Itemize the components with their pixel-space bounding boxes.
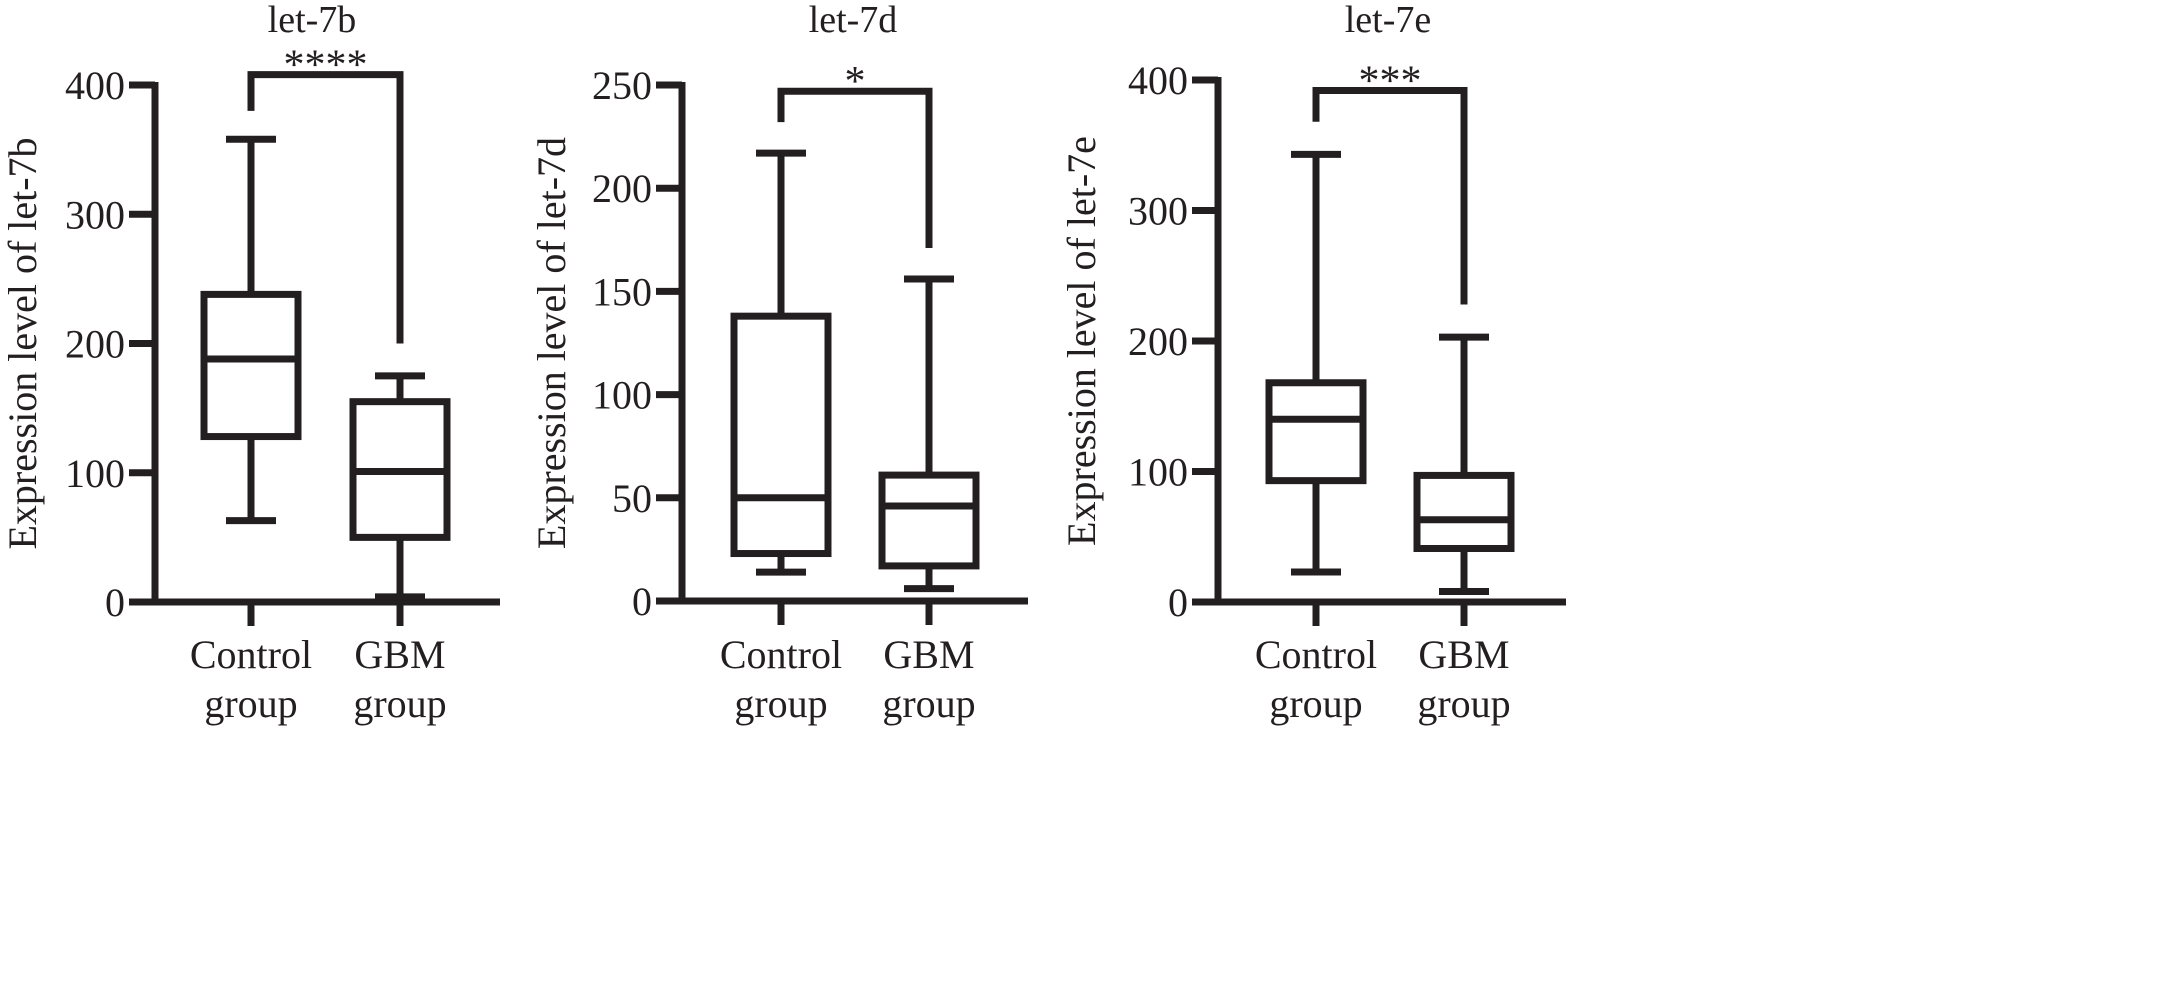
- x-tick-label: group: [734, 681, 827, 726]
- chart-title: let-7b: [268, 0, 357, 41]
- iqr-box: [1413, 471, 1515, 552]
- y-tick-label: 250: [592, 63, 652, 108]
- x-tick-label: Control: [1255, 632, 1377, 677]
- bracket-line: [1312, 86, 1468, 305]
- x-tick-label: group: [1417, 681, 1510, 726]
- iqr-box: [730, 312, 832, 558]
- iqr-box: [878, 471, 980, 570]
- panel-let-7e: let-7e Expression level of let-7e 0 100 200 3…: [1059, 0, 1566, 726]
- iqr-box: [200, 290, 302, 441]
- y-tick-label: 400: [1128, 58, 1188, 103]
- y-axis-label: Expression level of let-7d: [529, 137, 574, 549]
- x-tick-label: GBM: [883, 632, 974, 677]
- box-gbm: [349, 372, 451, 601]
- chart-title: let-7d: [809, 0, 898, 41]
- y-tick-label: 100: [65, 451, 125, 496]
- significance-bracket: ***: [1312, 58, 1468, 305]
- y-tick-label: 0: [105, 580, 125, 625]
- box-control: [730, 149, 832, 576]
- box-gbm: [878, 275, 980, 593]
- box-control: [1265, 150, 1367, 576]
- x-tick-label: group: [204, 681, 297, 726]
- x-tick-label: group: [1269, 681, 1362, 726]
- y-tick-label: 400: [65, 63, 125, 108]
- box-control: [200, 135, 302, 525]
- significance-label: ***: [1359, 58, 1422, 104]
- y-tick-label: 300: [65, 192, 125, 237]
- panel-let-7b: let-7b Expression level of let-7b 0 100 200 3…: [0, 0, 500, 726]
- y-tick-label: 200: [592, 166, 652, 211]
- y-axis-label: Expression level of let-7e: [1059, 136, 1104, 546]
- significance-label: ****: [284, 43, 368, 89]
- significance-label: *: [845, 59, 866, 105]
- y-tick-label: 50: [612, 476, 652, 521]
- x-tick-label: GBM: [354, 632, 445, 677]
- bracket-line: [247, 71, 404, 344]
- y-tick-label: 0: [632, 579, 652, 624]
- box-gbm: [1413, 333, 1515, 596]
- x-tick-label: group: [882, 681, 975, 726]
- significance-bracket: ****: [247, 43, 404, 344]
- x-tick-label: GBM: [1418, 632, 1509, 677]
- panel-let-7d: let-7d Expression level of let-7d 0 50 100 15…: [529, 0, 1028, 726]
- y-tick-label: 150: [592, 269, 652, 314]
- y-tick-label: 100: [1128, 450, 1188, 495]
- bracket-line: [777, 87, 933, 249]
- x-tick-label: group: [353, 681, 446, 726]
- chart-title: let-7e: [1345, 0, 1432, 41]
- x-tick-label: Control: [190, 632, 312, 677]
- y-tick-label: 0: [1168, 580, 1188, 625]
- y-tick-label: 300: [1128, 189, 1188, 234]
- y-tick-label: 200: [1128, 319, 1188, 364]
- y-axis-label: Expression level of let-7b: [0, 137, 45, 549]
- significance-bracket: *: [777, 59, 933, 249]
- x-tick-label: Control: [720, 632, 842, 677]
- y-tick-label: 100: [592, 373, 652, 418]
- y-tick-label: 200: [65, 322, 125, 367]
- iqr-box: [1265, 379, 1367, 485]
